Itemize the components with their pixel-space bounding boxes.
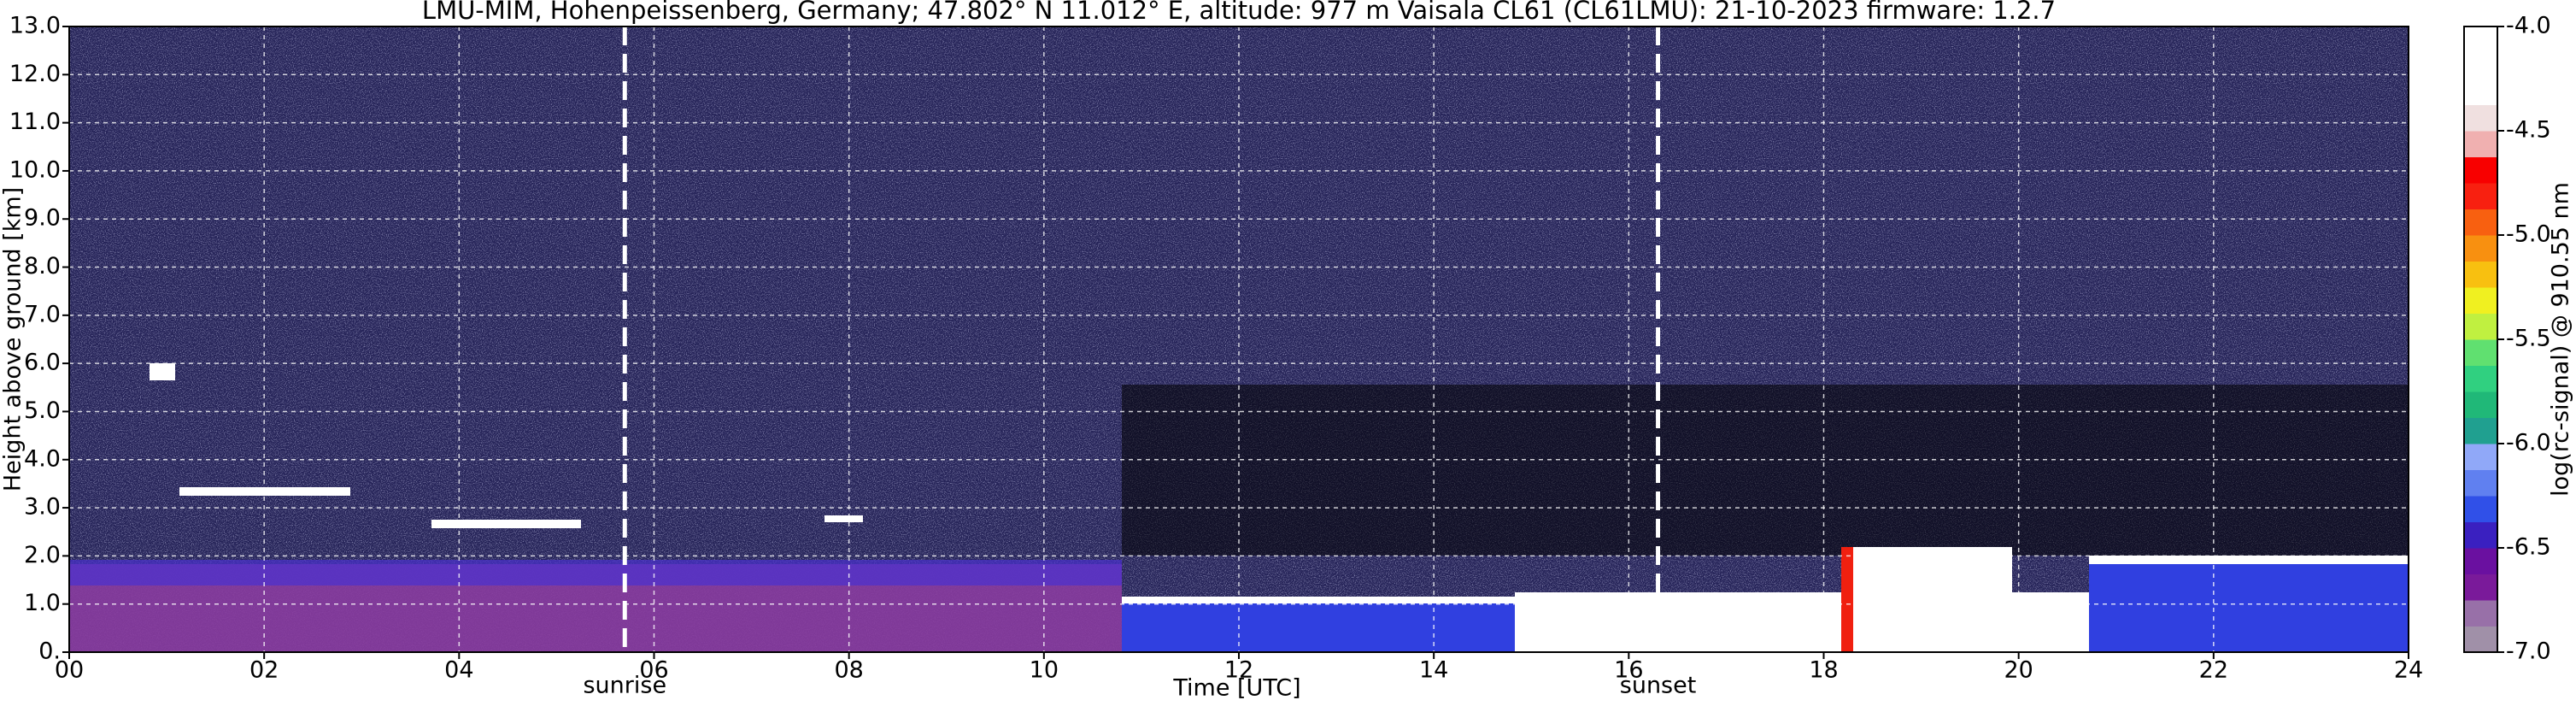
- colorbar-tick-label: -4.5: [2506, 117, 2551, 144]
- colorbar-segment: [2464, 365, 2497, 392]
- y-tick-label: 12.0: [9, 61, 61, 87]
- colorbar-tick-label: -5.0: [2506, 221, 2551, 248]
- colorbar-segment: [2464, 131, 2497, 157]
- y-tick-label: 9.0: [24, 205, 61, 232]
- x-tick-label: 18: [1809, 657, 1838, 684]
- colorbar-segment: [2464, 104, 2497, 132]
- y-tick-label: 3.0: [24, 494, 61, 521]
- x-tick-label: 20: [2004, 657, 2033, 684]
- colorbar-segment: [2464, 469, 2497, 497]
- colorbar-segment: [2464, 26, 2497, 53]
- annotation-label: sunset: [1620, 673, 1697, 699]
- x-tick-label: 04: [444, 657, 473, 684]
- colorbar-segment: [2464, 156, 2497, 184]
- boundary-layer: [2089, 564, 2409, 652]
- y-tick-label: 11.0: [9, 109, 61, 135]
- x-tick-label: 10: [1030, 657, 1059, 684]
- plot-frame: [68, 26, 2409, 653]
- colorbar-tick-label: -6.0: [2506, 430, 2551, 456]
- boundary-layer-top: [69, 560, 1122, 585]
- colorbar-segment: [2464, 209, 2497, 236]
- colorbar-tick-label: -4.0: [2506, 13, 2551, 39]
- y-tick-label: 8.0: [24, 253, 61, 279]
- clear-air: [1122, 385, 2409, 556]
- x-tick-label: 06: [639, 657, 668, 684]
- colorbar-segment: [2464, 339, 2497, 366]
- y-tick-label: 13.0: [9, 13, 61, 39]
- y-tick-label: 5.0: [24, 397, 61, 424]
- colorbar-tick-label: -7.0: [2506, 638, 2551, 665]
- colorbar-tick-label: -6.5: [2506, 534, 2551, 561]
- y-axis-label: Height above ground [km]: [0, 187, 26, 491]
- colorbar-tick-label: -5.5: [2506, 326, 2551, 352]
- x-tick-label: 12: [1224, 657, 1253, 684]
- y-tick-label: 10.0: [9, 156, 61, 183]
- colorbar-segment: [2464, 626, 2497, 653]
- y-tick-label: 2.0: [24, 542, 61, 568]
- x-tick-label: 08: [834, 657, 863, 684]
- colorbar-segment: [2464, 444, 2497, 470]
- x-tick-label: 14: [1419, 657, 1448, 684]
- colorbar-segment: [2464, 574, 2497, 601]
- y-tick-label: 1.0: [24, 590, 61, 616]
- x-tick-label: 02: [249, 657, 279, 684]
- cloud-edge: [1841, 547, 1853, 652]
- cloud: [431, 520, 581, 528]
- cloud: [150, 363, 175, 380]
- colorbar-segment: [2464, 287, 2497, 314]
- boundary-layer: [1122, 603, 1515, 652]
- y-tick-label: 4.0: [24, 445, 61, 472]
- colorbar-segment: [2464, 313, 2497, 340]
- colorbar-segment: [2464, 235, 2497, 262]
- layer-top: [1122, 597, 1515, 603]
- x-tick-label: 24: [2394, 657, 2423, 684]
- colorbar-segment: [2464, 496, 2497, 522]
- x-axis-label: Time [UTC]: [1172, 675, 1300, 702]
- cloud: [179, 487, 350, 496]
- annotation-label: sunrise: [583, 673, 666, 699]
- y-tick-label: 7.0: [24, 301, 61, 327]
- y-tick-label: 6.0: [24, 350, 61, 376]
- x-tick-label: 16: [1614, 657, 1643, 684]
- colorbar-segment: [2464, 391, 2497, 418]
- colorbar-segment: [2464, 79, 2497, 105]
- x-tick-label: 00: [55, 657, 84, 684]
- colorbar-segment: [2464, 261, 2497, 288]
- colorbar-segment: [2464, 183, 2497, 209]
- cloud: [2089, 556, 2409, 564]
- y-tick-label: 0.: [38, 638, 61, 665]
- colorbar-segment: [2464, 417, 2497, 444]
- colorbar-segment: [2464, 600, 2497, 627]
- cloud: [824, 515, 863, 522]
- colorbar-segment: [2464, 548, 2497, 574]
- colorbar-segment: [2464, 521, 2497, 549]
- colorbar-label: log(rc-signal) @ 910.55 nm: [2548, 182, 2574, 497]
- chart-title: LMU-MIM, Hohenpeissenberg, Germany; 47.8…: [422, 0, 2056, 25]
- colorbar-segment: [2464, 52, 2497, 79]
- x-tick-label: 22: [2199, 657, 2228, 684]
- cloud: [1841, 547, 2012, 652]
